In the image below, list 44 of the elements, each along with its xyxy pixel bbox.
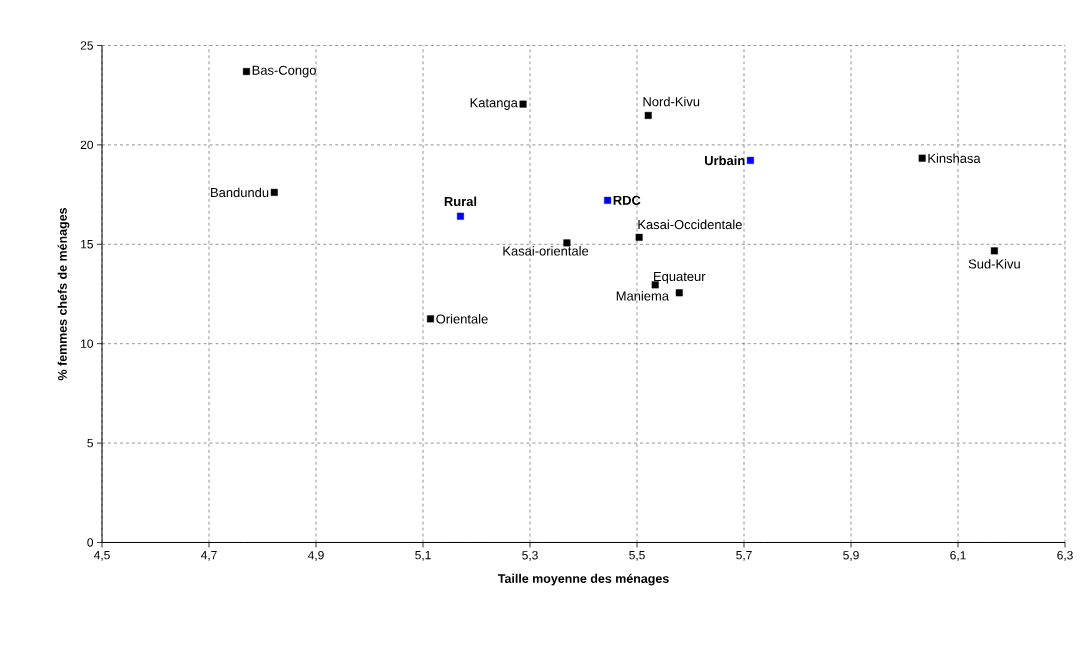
annotation: Equateur [654, 272, 706, 284]
point [675, 289, 683, 297]
point [456, 212, 464, 220]
annotation: RDC [613, 195, 641, 205]
point [746, 156, 754, 164]
y-tick-label: 25 [80, 41, 93, 50]
annotation: Kasai-orientale [503, 246, 589, 256]
x-tick-label: 5,9 [843, 551, 859, 561]
point [644, 111, 652, 119]
annotation: Bas-Congo [252, 65, 316, 78]
y-tick-label: 20 [80, 140, 94, 150]
x-tick-label: 6,3 [1057, 551, 1073, 561]
point [242, 68, 250, 76]
annotation: Nord-Kivu [643, 96, 700, 107]
point [635, 233, 643, 241]
annotation: Orientale [436, 314, 488, 324]
annotation: Kasai-Occidentale [638, 219, 742, 230]
annotation: Bandundu [211, 187, 269, 198]
x-tick-label: 6,1 [950, 551, 966, 561]
point [918, 154, 926, 162]
annotation: Sud-Kivu [968, 259, 1020, 269]
x-tick-label: 5,7 [736, 551, 752, 561]
point [427, 315, 434, 323]
y-tick-label: 10 [81, 339, 94, 348]
x-tick-label: 4,7 [200, 551, 217, 561]
y-tick-label: 15 [81, 240, 93, 249]
x-tick-label: 5,1 [415, 551, 431, 561]
x-tick-label: 4,9 [307, 551, 324, 561]
y-tick-label: 5 [87, 438, 93, 448]
x-tick-label: 4,5 [93, 551, 110, 561]
point [604, 196, 612, 204]
annotation: Kinshasa [928, 153, 981, 163]
point [990, 247, 998, 255]
x-axis-title: Taille moyenne des ménages [497, 573, 669, 586]
x-tick-label: 5,3 [522, 551, 538, 561]
annotation: Katanga [470, 98, 518, 110]
y-tick-label: 0 [87, 538, 94, 547]
point [519, 100, 527, 108]
x-tick-label: 5,5 [629, 551, 645, 561]
annotation: Urbain [705, 155, 745, 166]
annotation: Maniema [616, 291, 669, 301]
point [270, 188, 278, 196]
annotation: Rural [444, 196, 477, 207]
y-axis-title: % femmes chefs de ménages [57, 207, 70, 381]
